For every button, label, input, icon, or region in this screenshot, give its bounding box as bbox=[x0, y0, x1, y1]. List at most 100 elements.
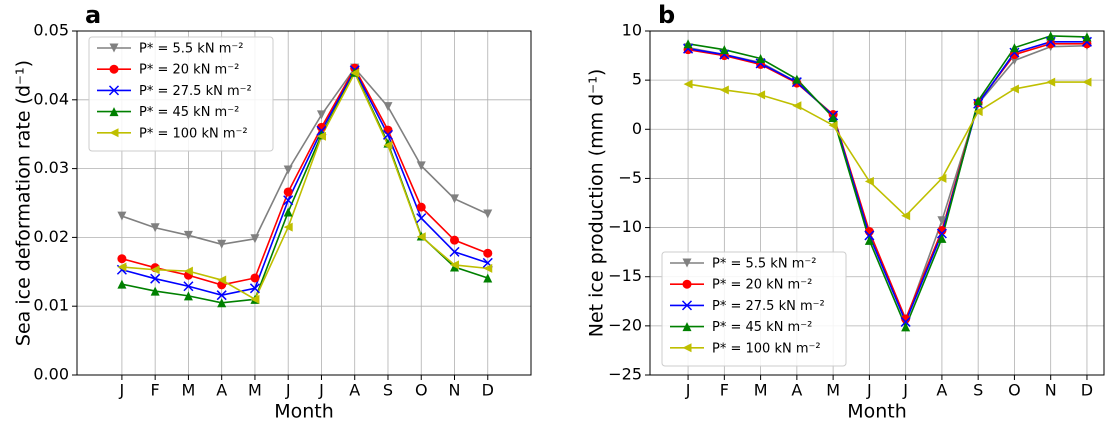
legend-marker bbox=[681, 300, 693, 311]
data-point bbox=[864, 230, 875, 241]
x-tick-label: M bbox=[826, 381, 840, 400]
panel-label: b bbox=[658, 1, 675, 29]
y-tick-label: −10 bbox=[608, 217, 642, 236]
x-tick-label: O bbox=[415, 381, 428, 400]
data-point bbox=[792, 74, 802, 84]
data-point bbox=[283, 195, 294, 206]
y-tick-label: −5 bbox=[618, 168, 642, 187]
x-tick-label: M bbox=[754, 381, 768, 400]
data-point bbox=[416, 161, 426, 171]
x-tick-label: A bbox=[349, 381, 360, 400]
data-point bbox=[792, 101, 802, 111]
data-point bbox=[937, 233, 947, 243]
data-point bbox=[683, 39, 693, 49]
data-point bbox=[217, 239, 227, 249]
panel: 0.00 0.01 0.02 0.03 0.04 0.05 J F M A M J J A S O N D Mont… bbox=[13, 1, 532, 423]
x-tick-label: J bbox=[285, 381, 291, 400]
y-tick-label: 0.03 bbox=[33, 158, 69, 177]
data-point bbox=[216, 290, 227, 301]
y-tick-label: 0.05 bbox=[33, 21, 69, 40]
data-point bbox=[249, 283, 260, 294]
x-tick-label: N bbox=[1045, 381, 1057, 400]
data-point bbox=[901, 314, 911, 324]
data-point bbox=[450, 194, 460, 204]
legend-label: P* = 100 kN m⁻² bbox=[712, 341, 821, 356]
data-point bbox=[1046, 31, 1056, 41]
data-point bbox=[901, 211, 911, 221]
data-point bbox=[416, 213, 427, 224]
x-axis-label: Month bbox=[847, 401, 907, 423]
legend-box bbox=[88, 36, 274, 152]
data-point bbox=[117, 254, 127, 264]
data-point bbox=[719, 45, 729, 55]
y-tick-label: −15 bbox=[608, 266, 642, 285]
data-point bbox=[937, 226, 947, 236]
legend-marker bbox=[682, 343, 692, 353]
legend-marker bbox=[109, 128, 119, 138]
y-tick-label: 5 bbox=[632, 70, 642, 89]
data-point bbox=[1046, 39, 1056, 49]
data-point bbox=[483, 209, 493, 219]
data-point bbox=[183, 266, 193, 276]
data-point bbox=[864, 235, 874, 245]
legend-marker bbox=[108, 85, 120, 96]
series-line bbox=[121, 71, 488, 301]
data-point bbox=[382, 129, 394, 140]
legend-label: P* = 5.5 kN m⁻² bbox=[139, 42, 243, 57]
data-point bbox=[449, 246, 460, 257]
data-point bbox=[217, 275, 227, 285]
data-point bbox=[350, 68, 360, 78]
y-tick-label: 0.04 bbox=[33, 89, 69, 108]
y-tick-label: −25 bbox=[608, 365, 642, 384]
data-point bbox=[117, 279, 127, 289]
data-point bbox=[383, 125, 393, 135]
data-point bbox=[150, 265, 160, 275]
legend-marker bbox=[682, 279, 692, 289]
data-point bbox=[719, 85, 729, 95]
data-point bbox=[1046, 77, 1056, 87]
data-point bbox=[450, 260, 460, 270]
data-point bbox=[483, 273, 493, 283]
x-axis-label: Month bbox=[274, 401, 334, 423]
legend-label: P* = 5.5 kN m⁻² bbox=[712, 257, 816, 272]
legend-label: P* = 20 kN m⁻² bbox=[139, 63, 239, 78]
legend-marker bbox=[682, 322, 692, 332]
legend-marker bbox=[109, 64, 119, 74]
y-tick-label: 0.01 bbox=[33, 296, 69, 315]
legend-label: P* = 45 kN m⁻² bbox=[139, 105, 239, 120]
legend-marker bbox=[682, 258, 692, 268]
legend-box bbox=[661, 251, 847, 367]
x-tick-label: M bbox=[248, 381, 262, 400]
data-point bbox=[283, 165, 293, 175]
data-point bbox=[283, 187, 293, 197]
data-point bbox=[150, 286, 160, 296]
data-point bbox=[1009, 84, 1019, 94]
y-tick-label: −20 bbox=[608, 315, 642, 334]
data-point bbox=[316, 110, 326, 120]
data-point bbox=[450, 235, 460, 245]
data-point bbox=[828, 112, 838, 122]
data-point bbox=[250, 294, 260, 304]
data-point bbox=[900, 316, 911, 327]
data-point bbox=[1082, 32, 1092, 42]
data-point bbox=[383, 140, 393, 150]
data-point bbox=[183, 230, 193, 240]
data-point bbox=[937, 216, 947, 226]
data-point bbox=[1082, 39, 1092, 49]
x-tick-label: S bbox=[383, 381, 393, 400]
y-tick-label: 0.02 bbox=[33, 227, 69, 246]
legend-label: P* = 20 kN m⁻² bbox=[712, 278, 812, 293]
data-point bbox=[683, 79, 693, 89]
x-tick-label: A bbox=[936, 381, 947, 400]
data-point bbox=[183, 281, 194, 292]
series-line bbox=[687, 35, 1087, 329]
data-point bbox=[1009, 50, 1019, 60]
data-point bbox=[973, 107, 983, 117]
data-point bbox=[150, 273, 161, 284]
series-line bbox=[687, 81, 1087, 217]
panel-label: a bbox=[85, 1, 101, 29]
legend-marker bbox=[109, 43, 119, 53]
legend-label: P* = 27.5 kN m⁻² bbox=[712, 299, 825, 314]
data-point bbox=[1082, 77, 1092, 87]
plot-frame bbox=[76, 30, 532, 376]
